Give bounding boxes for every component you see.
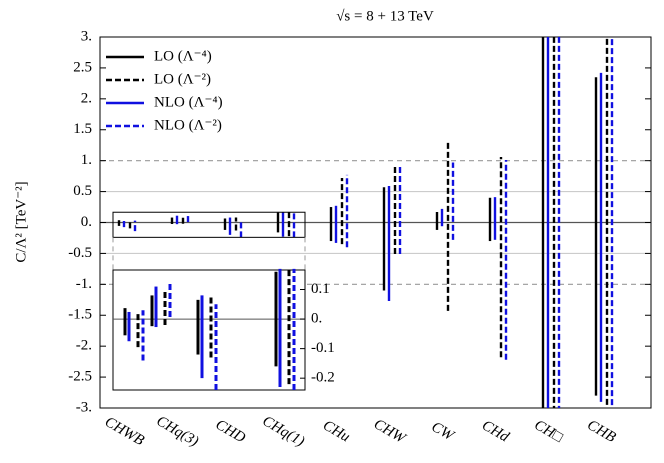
legend-label: LO (Λ⁻²) xyxy=(154,71,211,87)
x-tick-label: CHq(1) xyxy=(259,413,307,450)
x-tick-label: CHWB xyxy=(102,414,147,449)
chart-title: √s = 8 + 13 TeV xyxy=(336,8,434,24)
inset-region xyxy=(112,211,306,238)
y-axis-label: C/Λ² [TeV⁻²] xyxy=(13,181,29,262)
inset xyxy=(113,268,305,390)
x-tick-label: CHW xyxy=(371,416,409,447)
legend-label: NLO (Λ⁻⁴) xyxy=(154,94,223,110)
x-tick-label: CHd xyxy=(479,417,512,445)
inset-tick-label: -0.2 xyxy=(311,370,335,386)
y-tick-label: -1. xyxy=(76,276,92,292)
y-tick-label: -2. xyxy=(76,338,92,354)
x-tick-label: CHB xyxy=(584,417,618,446)
y-tick-label: 1.5 xyxy=(73,121,92,137)
legend-label: LO (Λ⁻⁴) xyxy=(154,48,212,64)
x-tick-label: CHq(3) xyxy=(153,413,201,450)
y-tick-label: -3. xyxy=(76,399,92,415)
inset-tick-label: 0.1 xyxy=(311,281,330,297)
y-tick-label: 2. xyxy=(81,90,92,106)
y-tick-label: 2.5 xyxy=(73,59,92,75)
inset-frame xyxy=(112,269,306,391)
y-tick-label: 0.5 xyxy=(73,183,92,199)
y-tick-label: -1.5 xyxy=(68,307,92,323)
x-tick-label: CW xyxy=(429,419,458,445)
plot-area xyxy=(100,37,651,408)
y-tick-label: -2.5 xyxy=(68,369,92,385)
x-tick-label: CHu xyxy=(320,417,353,445)
inset-tick-label: -0.1 xyxy=(311,340,335,356)
y-tick-label: 3. xyxy=(81,28,92,44)
inset-tick-label: 0. xyxy=(311,311,322,327)
x-tick-label: CHD xyxy=(213,417,249,447)
y-tick-label: -0.5 xyxy=(68,245,92,261)
y-tick-label: 0. xyxy=(81,214,92,230)
x-tick-label: CH□ xyxy=(531,417,565,446)
y-tick-label: 1. xyxy=(81,152,92,168)
legend-label: NLO (Λ⁻²) xyxy=(154,117,222,133)
